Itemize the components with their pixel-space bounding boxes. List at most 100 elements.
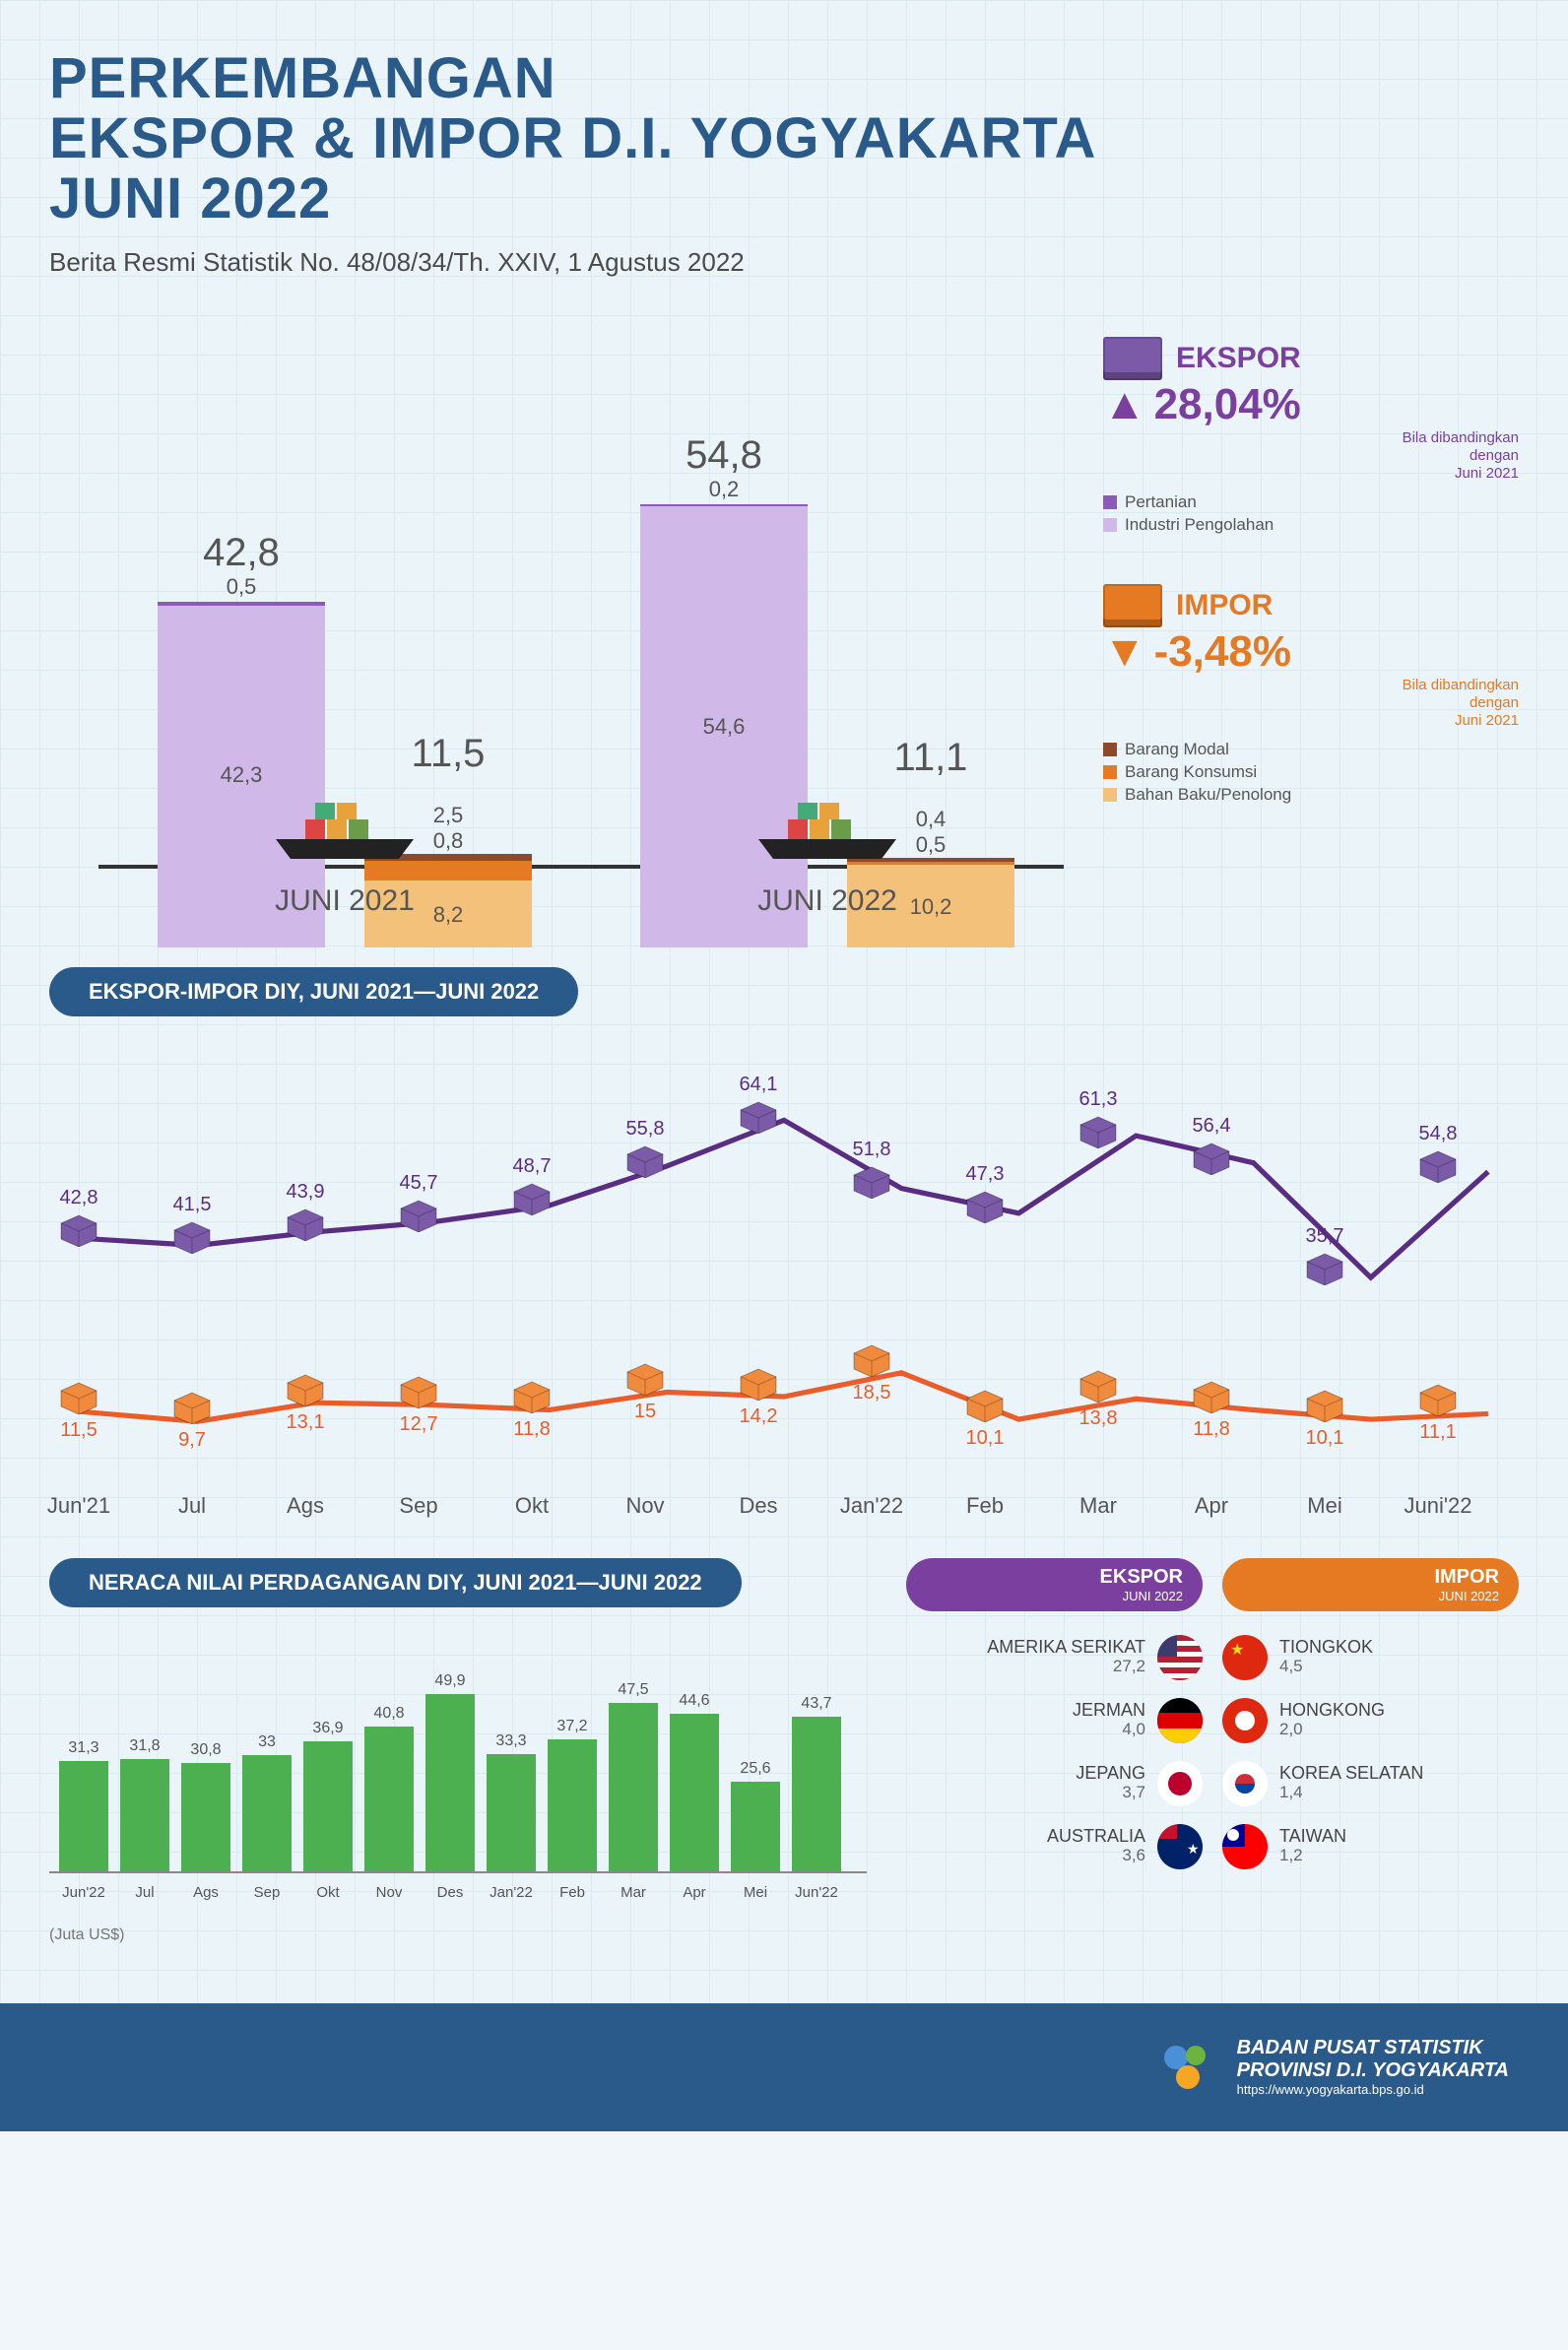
neraca-value-label: 47,5 [618,1681,648,1699]
impor-marker [1414,1383,1462,1416]
impor-value-label: 13,1 [287,1411,325,1434]
month-label: Sep [399,1493,437,1519]
month-label: Jun'21 [47,1493,110,1519]
country-row: ★TIONGKOK4,5 [1222,1635,1519,1680]
ekspor-value-label: 41,5 [173,1194,212,1216]
ekspor-marker [55,1213,102,1247]
neraca-value-label: 30,8 [190,1741,221,1759]
legend-swatch [1103,743,1117,756]
impor-marker [1188,1380,1235,1413]
impor-marker [168,1391,216,1424]
month-label: Mar [1079,1493,1117,1519]
ekspor-value-label: 43,9 [287,1181,325,1204]
countries-section: EKSPOR JUNI 2022 IMPOR JUNI 2022 AMERIKA… [906,1558,1519,1944]
neraca-section: NERACA NILAI PERDAGANGAN DIY, JUNI 2021—… [49,1558,867,1944]
ekspor-value-label: 47,3 [966,1163,1005,1186]
stacked-bar-chart: 42,30,542,80,82,58,211,5JUNI 202154,60,2… [49,337,1083,947]
impor-value-label: 12,7 [400,1413,438,1436]
impor-marker [395,1375,442,1408]
impor-marker [848,1343,895,1377]
neraca-month-label: Nov [376,1884,403,1901]
legend-label: Bahan Baku/Penolong [1125,785,1291,805]
ship-icon [266,795,424,869]
country-row: TAIWAN1,2 [1222,1824,1519,1869]
impor-marker [1301,1389,1348,1422]
ekspor-marker [848,1165,895,1199]
neraca-bar [59,1761,108,1873]
ekspor-marker [1414,1149,1462,1183]
legend-item: Barang Modal [1103,740,1519,759]
neraca-month-label: Feb [559,1884,585,1901]
kpi-impor-title: IMPOR [1176,589,1273,622]
ekspor-value-label: 64,1 [740,1074,778,1096]
ekspor-marker [621,1144,669,1178]
ekspor-marker [395,1199,442,1232]
ekspor-value-label: 54,8 [1419,1123,1458,1145]
country-value: 2,0 [1279,1721,1385,1739]
neraca-month-label: Apr [683,1884,705,1901]
neraca-bar [548,1739,597,1872]
neraca-value-label: 33,3 [495,1732,526,1750]
legend-item: Pertanian [1103,492,1519,512]
country-value: 3,6 [1047,1847,1145,1865]
month-label: Jul [178,1493,206,1519]
neraca-bar [731,1782,780,1873]
neraca-bar [425,1694,475,1872]
neraca-unit: (Juta US$) [49,1926,867,1944]
bar-total-label: 42,8 [158,531,325,575]
impor-marker [508,1380,555,1413]
ekspor-value-label: 45,7 [400,1172,438,1195]
country-row: HONGKONG2,0 [1222,1698,1519,1743]
neraca-month-label: Des [437,1884,464,1901]
bar-segment-label: 0,5 [158,574,325,600]
neraca-month-label: Jun'22 [795,1884,838,1901]
ekspor-value-label: 56,4 [1193,1115,1231,1138]
neraca-baseline [49,1871,867,1873]
ekspor-country-pill: EKSPOR JUNI 2022 [906,1558,1203,1611]
triangle-down-icon: ▼ [1103,627,1146,677]
impor-marker [1075,1369,1122,1403]
impor-legend: Barang ModalBarang KonsumsiBahan Baku/Pe… [1103,740,1519,805]
month-label: Nov [625,1493,664,1519]
ekspor-marker [1188,1142,1235,1175]
ekspor-legend: Pertanian Industri Pengolahan [1103,492,1519,535]
flag-icon [1222,1698,1268,1743]
impor-value-label: 18,5 [853,1382,891,1404]
neraca-value-label: 40,8 [373,1705,404,1723]
month-label: Ags [287,1493,324,1519]
flag-icon [1222,1761,1268,1806]
neraca-bar [364,1727,414,1872]
ekspor-value-label: 48,7 [513,1155,552,1178]
country-value: 27,2 [987,1658,1145,1676]
neraca-bar [609,1703,658,1873]
line-chart-section: EKSPOR-IMPOR DIY, JUNI 2021—JUNI 2022 42… [49,967,1519,1519]
bps-logo-icon [1158,2038,1217,2097]
ekspor-marker [1075,1115,1122,1148]
line-chart-title: EKSPOR-IMPOR DIY, JUNI 2021—JUNI 2022 [49,967,578,1016]
bar-segment-label: 0,2 [640,477,808,502]
flag-icon [1157,1698,1203,1743]
country-row: JEPANG3,7 [906,1761,1203,1806]
neraca-value-label: 44,6 [679,1692,709,1710]
triangle-up-icon: ▲ [1103,380,1146,429]
bar-segment-label: 42,3 [158,762,325,788]
ekspor-value-label: 42,8 [60,1187,98,1209]
footer-org-1: BADAN PUSAT STATISTIK [1237,2037,1509,2059]
period-label: JUNI 2021 [158,884,532,918]
subtitle: Berita Resmi Statistik No. 48/08/34/Th. … [49,247,1519,278]
neraca-month-label: Mei [744,1884,767,1901]
neraca-month-label: Sep [254,1884,281,1901]
neraca-month-label: Jul [135,1884,154,1901]
container-icon [1103,584,1162,627]
legend-label: Barang Modal [1125,740,1229,759]
impor-value-label: 11,8 [513,1418,550,1441]
kpi-ekspor: EKSPOR ▲ 28,04% Bila dibandingkan dengan… [1103,337,1519,535]
impor-value-label: 9,7 [178,1429,206,1452]
country-row: AUSTRALIA3,6★ [906,1824,1203,1869]
legend-label: Industri Pengolahan [1125,515,1274,535]
neraca-value-label: 25,6 [740,1760,770,1778]
legend-swatch [1103,788,1117,802]
neraca-bar [670,1714,719,1873]
month-label: Mei [1307,1493,1341,1519]
legend-item: Bahan Baku/Penolong [1103,785,1519,805]
